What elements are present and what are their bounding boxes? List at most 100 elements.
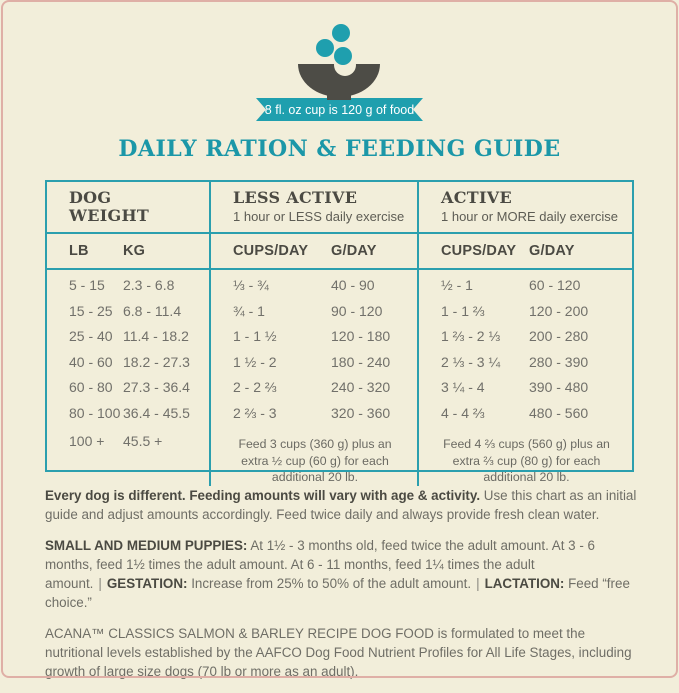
cell-cups: 2 ⅓ - 3 ¼ [441,353,501,370]
cell-cups: ⅓ - ¾ [233,277,269,293]
cell-grams: 320 - 360 [331,404,391,421]
cell-kg: 45.5 + [123,433,163,449]
table-row: 80 - 100 36.4 - 45.5 [69,405,209,431]
col-group-active: ACTIVE 1 hour or MORE daily exercise [417,182,632,232]
table-row: 5 - 15 2.3 - 6.8 [69,277,209,303]
feeding-table: DOG WEIGHT LESS ACTIVE 1 hour or LESS da… [45,180,634,486]
cell-lb: 40 - 60 [69,353,113,370]
gestation-text: Increase from 25% to 50% of the adult am… [187,576,472,592]
lactation-text: Feed “free choice.” [45,576,630,611]
cell-lb: 80 - 100 [69,404,121,421]
cell-lb: 5 - 15 [69,277,105,293]
cell-cups: 4 - 4 ⅔ [441,404,485,421]
cell-lb: 15 - 25 [69,302,113,319]
note-aafco: ACANA™ CLASSICS SALMON & BARLEY RECIPE D… [45,625,632,680]
table-body: 5 - 15 2.3 - 6.8 15 - 25 6.8 - 11.4 25 -… [47,270,632,486]
less-active-column: ⅓ - ¾ 40 - 90 ¾ - 1 90 - 120 1 - 1 ½ 120… [209,270,417,486]
kibble-dot-icon [316,39,334,57]
puppies-label: SMALL AND MEDIUM PUPPIES: [45,537,248,553]
cell-grams: 120 - 180 [331,328,391,344]
cell-grams: 180 - 240 [331,353,391,370]
table-row: 1 - 1 ⅔ 120 - 200 [441,303,632,329]
col-header-lb: LB [69,243,89,259]
active-column: ½ - 1 60 - 120 1 - 1 ⅔ 120 - 200 1 ⅔ - 2… [417,270,632,486]
cell-cups: ¾ - 1 [233,302,265,319]
cell-kg: 36.4 - 45.5 [123,404,190,421]
cell-cups: 1 ½ - 2 [233,353,277,370]
active-overflow-note: Feed 4 ⅔ cups (560 g) plus an extra ⅔ cu… [443,437,610,485]
cell-cups: 1 - 1 ½ [233,328,277,344]
col-header-g-active: G/DAY [529,243,575,259]
table-row: 40 - 60 18.2 - 27.3 [69,354,209,380]
table-row: ½ - 1 60 - 120 [441,277,632,303]
cell-grams: 120 - 200 [529,302,589,319]
table-header-row: DOG WEIGHT LESS ACTIVE 1 hour or LESS da… [47,182,632,234]
cell-lb: 60 - 80 [69,379,113,395]
col-group-subtitle: 1 hour or LESS daily exercise [233,209,405,225]
cell-cups: 2 - 2 ⅔ [233,379,277,395]
cell-kg: 2.3 - 6.8 [123,277,175,293]
footer-notes: Every dog is different. Feeding amounts … [45,486,637,693]
table-row: 15 - 25 6.8 - 11.4 [69,303,209,329]
table-row: 3 ¼ - 4 390 - 480 [441,379,632,405]
cell-kg: 27.3 - 36.4 [123,379,190,395]
col-group-dog-weight: DOG WEIGHT [47,182,209,232]
table-row: 2 - 2 ⅔ 240 - 320 [233,379,417,405]
note-general: Every dog is different. Feeding amounts … [45,486,637,525]
page-title: DAILY RATION & FEEDING GUIDE [118,136,561,162]
cell-grams: 480 - 560 [529,404,589,421]
col-group-title: LESS ACTIVE [233,188,358,207]
cell-kg: 6.8 - 11.4 [123,302,182,319]
cell-grams: 390 - 480 [529,379,589,395]
table-subheader-row: LB KG CUPS/DAY G/DAY CUPS/DAY G/DAY [47,234,632,270]
col-group-less-active: LESS ACTIVE 1 hour or LESS daily exercis… [209,182,417,232]
cell-cups: 2 ⅔ - 3 [233,404,277,421]
col-group-subtitle: 1 hour or MORE daily exercise [441,209,619,225]
col-group-title: ACTIVE [441,188,512,207]
table-row: 25 - 40 11.4 - 18.2 [69,328,209,354]
table-row: 1 - 1 ½ 120 - 180 [233,328,417,354]
separator: | [476,576,480,592]
cell-grams: 90 - 120 [331,302,383,319]
table-row: 2 ⅔ - 3 320 - 360 [233,405,417,431]
note-general-rest: Use this chart as an initial guide and a… [45,488,637,523]
table-row-overflow: 100 + 45.5 + [69,433,209,459]
lactation-label: LACTATION: [484,576,565,592]
cell-grams: 60 - 120 [529,277,581,293]
separator: | [98,576,102,592]
weight-column: 5 - 15 2.3 - 6.8 15 - 25 6.8 - 11.4 25 -… [47,270,209,486]
cell-grams: 40 - 90 [331,277,375,293]
cell-kg: 11.4 - 18.2 [123,328,189,344]
cell-kg: 18.2 - 27.3 [123,353,190,370]
table-row: 2 ⅓ - 3 ¼ 280 - 390 [441,354,632,380]
cell-grams: 200 - 280 [529,328,589,344]
col-header-cups-active: CUPS/DAY [441,243,517,259]
cell-cups: 1 ⅔ - 2 ⅓ [441,328,501,344]
kibble-dot-icon [334,47,352,65]
kibble-dot-icon [332,24,350,42]
cell-grams: 240 - 320 [331,379,391,395]
table-row: 1 ⅔ - 2 ⅓ 200 - 280 [441,328,632,354]
col-header-kg: KG [123,243,146,259]
cup-measure-badge: 8 fl. oz cup is 120 g of food [256,98,423,121]
less-active-overflow-note: Feed 3 cups (360 g) plus an extra ½ cup … [238,437,392,485]
col-header-g-less: G/DAY [331,243,377,259]
table-row: 4 - 4 ⅔ 480 - 560 [441,405,632,431]
cup-measure-label: 8 fl. oz cup is 120 g of food [264,102,415,117]
puppies-text: At 1½ - 3 months old, feed twice the adu… [45,537,595,592]
cell-cups: ½ - 1 [441,277,473,293]
note-puppies: SMALL AND MEDIUM PUPPIES: At 1½ - 3 mont… [45,536,637,613]
bowl-foot [327,95,351,100]
note-general-bold: Every dog is different. Feeding amounts … [45,488,481,503]
cell-cups: 3 ¼ - 4 [441,379,485,395]
table-row: ¾ - 1 90 - 120 [233,303,417,329]
cell-lb: 100 + [69,433,105,449]
gestation-label: GESTATION: [106,576,188,592]
cell-cups: 1 - 1 ⅔ [441,302,485,319]
cell-grams: 280 - 390 [529,353,589,370]
col-group-title: DOG WEIGHT [69,188,150,226]
table-row: ⅓ - ¾ 40 - 90 [233,277,417,303]
table-row: 60 - 80 27.3 - 36.4 [69,379,209,405]
cell-lb: 25 - 40 [69,328,113,344]
bowl-icon [0,0,679,130]
